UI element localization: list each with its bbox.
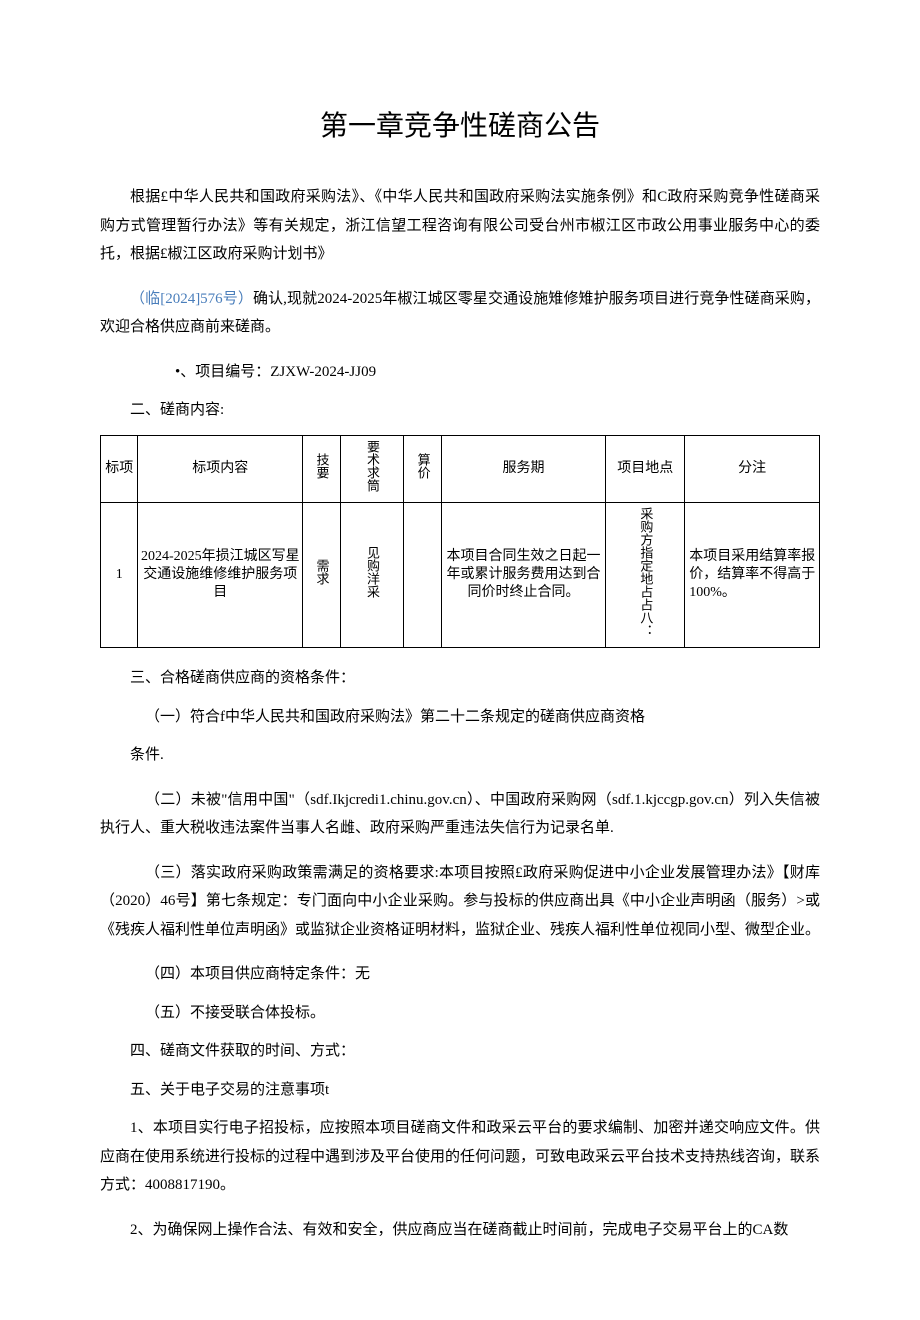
section-1-project-number: •、项目编号：ZJXW-2024-JJ09 bbox=[100, 358, 820, 387]
td-req: 见购洋采 bbox=[340, 502, 404, 647]
th-note: 分注 bbox=[685, 435, 820, 502]
item-3-5: （五）不接受联合体投标。 bbox=[100, 999, 820, 1028]
section-5-notes: 五、关于电子交易的注意事项t bbox=[100, 1076, 820, 1105]
item-3-2: （二）未被"信用中国"（sdf.Ikjcredi1.chinu.gov.cn）、… bbox=[100, 786, 820, 843]
th-index: 标项 bbox=[101, 435, 138, 502]
section-2-content: 二、磋商内容: bbox=[100, 396, 820, 425]
td-location: 采购方指定地占占八： bbox=[606, 502, 685, 647]
th-price: 算价 bbox=[404, 435, 441, 502]
table-header-row: 标项 标项内容 技要 要术求筒 算价 服务期 项目地点 分注 bbox=[101, 435, 820, 502]
paragraph-intro: 根据£中华人民共和国政府采购法》、《中华人民共和国政府采购法实施条例》和C政府采… bbox=[100, 183, 820, 269]
td-period: 本项目合同生效之日起一年或累计服务费用达到合同价时终止合同。 bbox=[441, 502, 606, 647]
td-price bbox=[404, 502, 441, 647]
item-5-2: 2、为确保网上操作合法、有效和安全，供应商应当在磋商截止时间前，完成电子交易平台… bbox=[100, 1216, 820, 1245]
section-4-acquire: 四、磋商文件获取的时间、方式： bbox=[100, 1037, 820, 1066]
item-5-1: 1、本项目实行电子招投标，应按照本项目磋商文件和政采云平台的要求编制、加密并递交… bbox=[100, 1114, 820, 1200]
table-row: 1 2024-2025年损江城区写星交通设施维修维护服务项目 需求 见购洋采 本… bbox=[101, 502, 820, 647]
td-content: 2024-2025年损江城区写星交通设施维修维护服务项目 bbox=[138, 502, 303, 647]
section-3-qualification: 三、合格磋商供应商的资格条件： bbox=[100, 664, 820, 693]
item-3-1: （一）符合f中华人民共和国政府采购法》第二十二条规定的磋商供应商资格 bbox=[100, 703, 820, 732]
td-tech: 需求 bbox=[303, 502, 340, 647]
th-location: 项目地点 bbox=[606, 435, 685, 502]
td-index: 1 bbox=[101, 502, 138, 647]
th-content: 标项内容 bbox=[138, 435, 303, 502]
td-note: 本项目采用结算率报价，结算率不得高于100%。 bbox=[685, 502, 820, 647]
item-3-4: （四）本项目供应商特定条件：无 bbox=[100, 960, 820, 989]
content-table: 标项 标项内容 技要 要术求筒 算价 服务期 项目地点 分注 1 2024-20… bbox=[100, 435, 820, 648]
paragraph-doc-number: （临[2024]576号）确认,现就2024-2025年椒江城区零星交通设施雉修… bbox=[100, 285, 820, 342]
th-tech: 技要 bbox=[303, 435, 340, 502]
th-req: 要术求筒 bbox=[340, 435, 404, 502]
th-period: 服务期 bbox=[441, 435, 606, 502]
item-3-3: （三）落实政府采购政策需满足的资格要求:本项目按照£政府采购促进中小企业发展管理… bbox=[100, 859, 820, 945]
page-title: 第一章竞争性磋商公告 bbox=[100, 100, 820, 153]
item-3-1b: 条件. bbox=[100, 741, 820, 770]
doc-number-blue: （临[2024]576号） bbox=[130, 291, 253, 307]
